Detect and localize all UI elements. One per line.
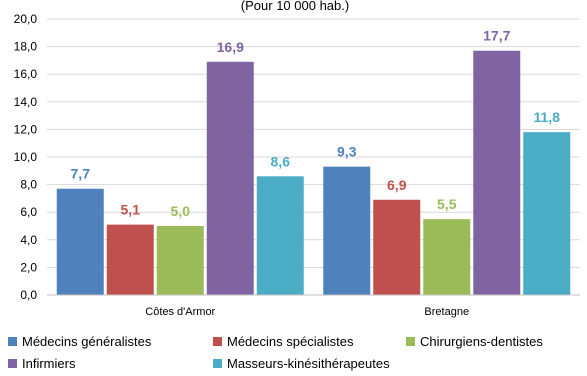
data-label: 16,9 [217, 39, 244, 55]
bars [56, 50, 571, 295]
data-label: 17,7 [483, 28, 510, 44]
y-tick-label: 12,0 [14, 122, 38, 136]
y-tick-label: 2,0 [20, 260, 37, 274]
legend-item: Médecins spécialistes [213, 332, 353, 350]
y-tick-label: 18,0 [14, 40, 38, 54]
legend-swatch [8, 336, 17, 346]
bar [56, 188, 104, 295]
bar [473, 50, 521, 295]
data-labels: 7,7 5,1 5,0 16,9 8,6 9,3 6,9 5,5 17,7 11,8 [71, 28, 561, 219]
y-tick-label: 4,0 [20, 233, 37, 247]
y-tick-label: 10,0 [14, 150, 38, 164]
data-label: 9,3 [337, 144, 357, 160]
bar [206, 61, 254, 295]
legend-label: Chirurgiens-dentistes [420, 333, 543, 349]
legend-swatch [213, 336, 222, 346]
bar [256, 176, 304, 295]
y-tick-label: 20,0 [14, 12, 38, 26]
legend-item: Masseurs-kinésithérapeutes [213, 354, 390, 372]
data-label: 7,7 [71, 166, 91, 182]
legend-swatch [213, 358, 222, 368]
data-label: 5,0 [171, 203, 191, 219]
legend-swatch [8, 358, 17, 368]
legend-item: Chirurgiens-dentistes [406, 332, 543, 350]
data-label: 8,6 [271, 153, 291, 169]
legend-label: Médecins spécialistes [227, 333, 354, 349]
legend-label: Médecins généralistes [22, 333, 152, 349]
legend-item: Infirmiers [8, 354, 75, 372]
bar [323, 166, 371, 295]
data-label: 6,9 [387, 177, 407, 193]
bar [423, 219, 471, 295]
legend-swatch [406, 336, 415, 346]
y-tick-label: 6,0 [20, 205, 37, 219]
legend-label: Infirmiers [22, 355, 76, 371]
y-tick-label: 0,0 [20, 288, 37, 302]
legend-item: Médecins généralistes [8, 332, 151, 350]
category-labels: Côtes d'Armor Bretagne [145, 306, 469, 318]
data-label: 5,5 [437, 196, 457, 212]
x-category-label: Bretagne [424, 306, 469, 318]
data-label: 11,8 [534, 109, 561, 125]
x-category-label: Côtes d'Armor [145, 306, 215, 318]
legend-label: Masseurs-kinésithérapeutes [227, 355, 390, 371]
y-tick-label: 16,0 [14, 67, 38, 81]
y-axis-ticks: 0,0 2,0 4,0 6,0 8,0 10,0 12,0 14,0 16,0 18,0 20,0 [14, 12, 38, 302]
data-label: 5,1 [121, 202, 141, 218]
bar [106, 224, 154, 295]
y-tick-label: 14,0 [14, 95, 38, 109]
chart-subtitle: (Pour 10 000 hab.) [241, 0, 349, 13]
bar [373, 199, 421, 295]
chart-legend: Médecins généralistes Médecins spécialist… [8, 332, 583, 376]
bar [523, 132, 571, 295]
y-tick-label: 8,0 [20, 178, 37, 192]
bar [156, 226, 204, 295]
